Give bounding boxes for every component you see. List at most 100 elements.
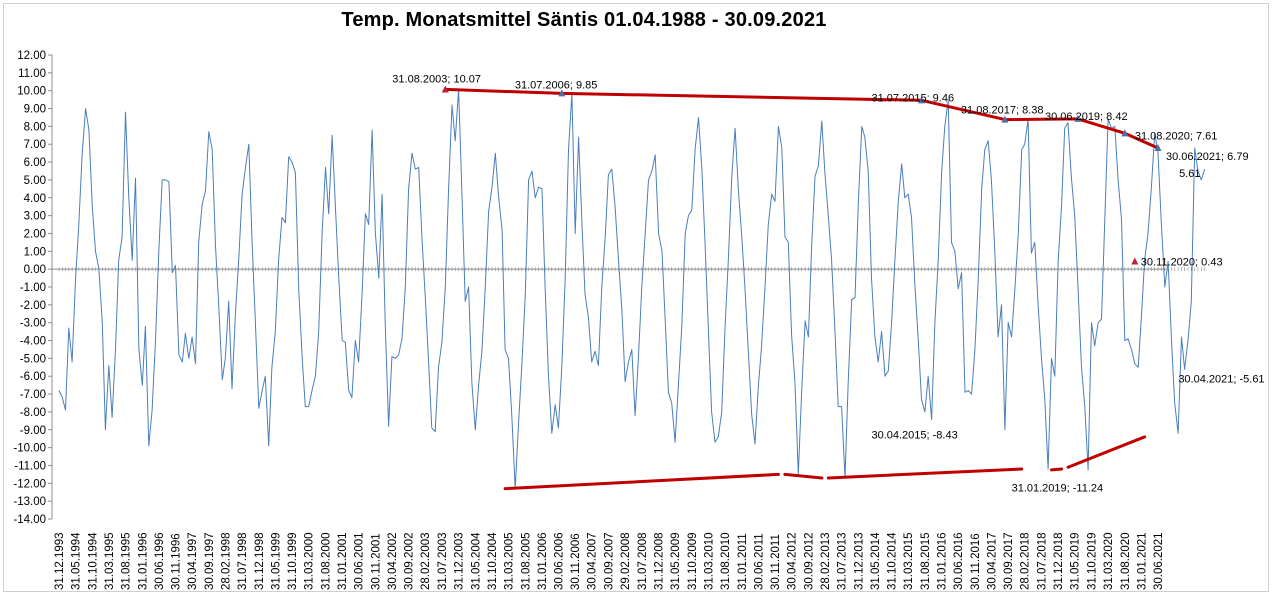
x-tick-label: 31.12.2003 <box>454 532 466 590</box>
x-tick-label: 30.04.1997 <box>187 532 199 590</box>
x-tick-label: 31.07.2003 <box>437 532 449 590</box>
chart-frame <box>3 3 1269 592</box>
annotation-label: 30.04.2021; -5.61 <box>1178 373 1264 385</box>
lower-trend-segment <box>503 472 780 491</box>
y-tick-label: -7.00 <box>20 389 46 401</box>
x-tick-label: 31.01.2001 <box>337 532 349 590</box>
y-tick-label: -3.00 <box>20 318 46 330</box>
x-tick-label: 30.06.2006 <box>553 532 565 590</box>
x-tick-label: 31.01.2011 <box>737 533 749 590</box>
x-tick-label: 31.08.2015 <box>920 532 932 590</box>
chart-title: Temp. Monatsmittel Säntis 01.04.1988 - 3… <box>341 9 827 31</box>
y-tick-label: 7.00 <box>24 139 46 151</box>
y-tick-label: -4.00 <box>20 336 46 348</box>
x-tick-label: 31.08.2005 <box>520 532 532 590</box>
lower-trend-segment <box>1066 435 1147 469</box>
x-tick-label: 28.02.2018 <box>1020 532 1032 590</box>
x-tick-label: 31.10.2004 <box>487 532 499 590</box>
peak-marker <box>1001 115 1009 123</box>
y-tick-label: -8.00 <box>20 407 46 419</box>
x-tick-label: 31.10.1994 <box>87 532 99 590</box>
x-tick-label: 30.06.2021 <box>1153 532 1165 590</box>
y-tick-label: -10.00 <box>13 443 46 455</box>
peak-marker <box>1154 143 1162 151</box>
annotation-label: 30.11.2020; 0.43 <box>1141 256 1223 268</box>
x-tick-label: 31.07.2008 <box>637 532 649 590</box>
annotation-label: 31.07.2015; 9.46 <box>872 92 955 104</box>
peak-marker <box>918 96 926 104</box>
x-tick-label: 31.01.1996 <box>137 532 149 590</box>
x-tick-label: 31.08.2020 <box>1120 532 1132 590</box>
x-tick-label: 30.04.2012 <box>787 532 799 590</box>
y-tick-label: 12.00 <box>17 50 46 62</box>
x-tick-label: 31.10.1999 <box>287 532 299 590</box>
x-tick-label: 31.03.2005 <box>504 532 516 590</box>
y-tick-label: -2.00 <box>20 300 46 312</box>
y-tick-label: 2.00 <box>24 228 46 240</box>
peak-marker <box>1074 114 1082 122</box>
x-tick-label: 30.11.2001 <box>370 533 382 590</box>
x-tick-label: 31.05.2014 <box>870 532 882 590</box>
x-tick-label: 30.09.2012 <box>803 532 815 590</box>
y-tick-label: 11.00 <box>18 68 46 80</box>
annotation-label: 5.61 <box>1179 168 1200 180</box>
x-tick-label: 30.04.2007 <box>587 532 599 590</box>
annotations: 31.08.2003; 10.07 31.07.2006; 9.85 31.07.2… <box>392 73 1264 494</box>
y-tick-label: 9.00 <box>24 104 46 116</box>
x-tick-label: 30.11.2016 <box>970 533 982 590</box>
plot-area <box>58 88 1206 490</box>
x-tick-label: 31.12.1998 <box>254 532 266 590</box>
annotation-label: 30.04.2015; -8.43 <box>871 430 957 442</box>
lower-trend-segment <box>1050 467 1064 472</box>
x-tick-label: 31.03.2020 <box>1103 532 1115 590</box>
x-tick-label: 31.01.2016 <box>937 532 949 590</box>
x-tick-label: 31.07.2018 <box>1036 532 1048 590</box>
y-tick-label: -11.00 <box>14 460 46 472</box>
x-tick-label: 30.11.2011 <box>770 534 782 590</box>
x-tick-label: 31.03.2015 <box>903 532 915 590</box>
x-tick-label: 31.12.2018 <box>1053 532 1065 590</box>
x-tick-label: 31.07.2013 <box>837 532 849 590</box>
y-tick-label: -5.00 <box>20 353 46 365</box>
x-tick-label: 30.09.2002 <box>404 532 416 590</box>
x-tick-label: 30.09.2017 <box>1003 532 1015 590</box>
annotation-label: 31.07.2006; 9.85 <box>515 79 598 91</box>
x-axis: 31.12.1993 31.05.1994 31.10.1994 31.03.1995… <box>52 267 1206 590</box>
annotation-label: 31.08.2017; 8.38 <box>961 105 1044 117</box>
x-tick-label: 28.02.2003 <box>420 532 432 590</box>
x-tick-label: 31.01.2021 <box>1137 532 1149 590</box>
temperature-series-line <box>58 88 1206 490</box>
x-tick-label: 31.03.2010 <box>703 532 715 590</box>
x-tick-label: 30.09.2007 <box>603 532 615 590</box>
x-tick-label: 30.06.2011 <box>753 533 765 590</box>
x-tick-label: 31.08.2010 <box>720 532 732 590</box>
x-tick-label: 31.10.2009 <box>687 532 699 590</box>
annotation-label: 31.08.2020; 7.61 <box>1135 130 1218 142</box>
x-tick-label: 31.10.2019 <box>1086 532 1098 590</box>
lower-trend-segment <box>783 472 824 480</box>
annotation-label: 30.06.2019; 8.42 <box>1045 111 1128 123</box>
x-tick-label: 31.05.2009 <box>670 532 682 590</box>
y-tick-label: -13.00 <box>13 496 46 508</box>
y-tick-label: -14.00 <box>13 514 46 526</box>
x-tick-label: 30.04.2002 <box>387 532 399 590</box>
peak-marker <box>1131 257 1139 265</box>
x-tick-label: 31.08.1995 <box>121 532 133 590</box>
x-tick-label: 31.03.2000 <box>304 532 316 590</box>
x-tick-label: 31.12.2008 <box>654 532 666 590</box>
lower-trend-segment <box>826 467 1024 480</box>
y-tick-label: 10.00 <box>17 86 46 98</box>
x-tick-label: 30.09.1997 <box>204 532 216 590</box>
y-tick-label: 1.00 <box>24 246 46 258</box>
y-tick-label: 4.00 <box>24 193 46 205</box>
x-tick-label: 31.05.1999 <box>270 532 282 590</box>
y-tick-label: -12.00 <box>13 478 46 490</box>
y-tick-label: 0.00 <box>24 264 46 276</box>
x-tick-label: 31.01.2006 <box>537 532 549 590</box>
x-tick-label: 31.05.2004 <box>470 532 482 590</box>
peak-markers <box>441 85 1162 265</box>
peak-marker <box>441 85 449 93</box>
y-tick-label: -1.00 <box>20 282 46 294</box>
peak-marker <box>1121 129 1129 137</box>
